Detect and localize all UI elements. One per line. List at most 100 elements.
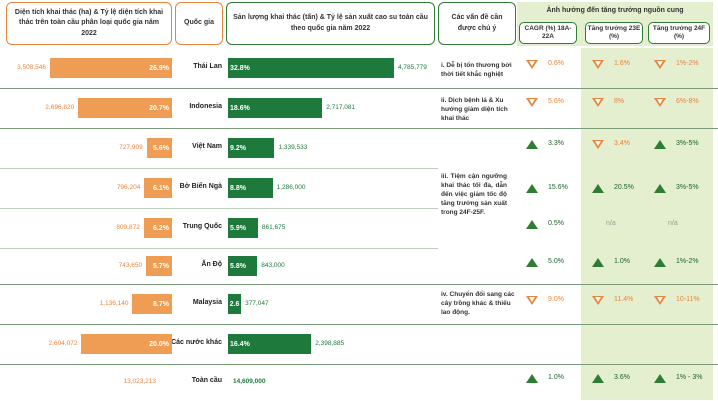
g24-header: Tăng trưởng 24F (%) <box>648 22 710 44</box>
impact-value: 1%-2% <box>676 60 699 67</box>
g24-header-text: Tăng trưởng 24F (%) <box>652 24 706 40</box>
arrow-up-icon <box>526 184 538 193</box>
g23-header-text: Tăng trưởng 23E (%) <box>587 24 641 40</box>
arrow-down-icon <box>654 98 666 107</box>
country-label: Toàn cầu <box>191 377 222 384</box>
arrow-up-icon <box>526 220 538 229</box>
arrow-down-icon <box>592 98 604 107</box>
arrow-down-icon <box>526 60 538 69</box>
arrow-down-icon <box>654 296 666 305</box>
impact-value: 6%-8% <box>676 98 699 105</box>
production-header: Sản lượng khai thác (tấn) & Tỷ lệ sản xu… <box>226 2 435 45</box>
country-label: Việt Nam <box>192 143 222 150</box>
production-bar: 9.2% <box>228 138 275 158</box>
area-value-label: 809,872 <box>116 224 140 231</box>
issues-header-text: Các vấn đề cần được chú ý <box>451 14 503 32</box>
impact-value: 3.6% <box>614 374 630 381</box>
arrow-down-icon <box>526 296 538 305</box>
arrow-up-icon <box>592 258 604 267</box>
area-bar: 20.0% <box>81 334 172 354</box>
issue-1: i. Dễ bị tổn thương bởi thời tiết khắc n… <box>441 62 512 79</box>
country-header-text: Quốc gia <box>184 19 214 27</box>
country-label: Bờ Biển Ngà <box>179 183 222 190</box>
area-header-text: Diện tích khai thác (ha) & Tỷ lệ diện tí… <box>14 9 164 37</box>
production-value-label: 2,398,885 <box>315 340 345 347</box>
row-divider <box>0 324 718 325</box>
area-bar: 6.2% <box>143 218 172 238</box>
production-bar: 16.4% <box>228 334 312 354</box>
impact-value: 1%-2% <box>676 258 699 265</box>
production-value-label: 2,717,081 <box>326 104 356 111</box>
arrow-up-icon <box>526 140 538 149</box>
impact-value: 9.0% <box>548 296 564 303</box>
impact-value: 10-11% <box>676 296 700 303</box>
area-bar: 5.7% <box>146 256 172 276</box>
arrow-up-icon <box>592 184 604 193</box>
impact-value: 1.6% <box>614 60 630 67</box>
impact-value: 15.6% <box>548 184 568 191</box>
area-value-label: 1,136,140 <box>99 300 129 307</box>
impact-value: 8% <box>614 98 625 105</box>
impact-value: 3.4% <box>614 140 630 147</box>
impact-value: 1% - 3% <box>676 374 703 381</box>
arrow-down-icon <box>592 140 604 149</box>
area-value-label: 13,023,213 <box>123 378 156 385</box>
area-value-label: 727,909 <box>119 144 143 151</box>
production-value-label: 843,000 <box>261 262 285 269</box>
g23-header: Tăng trưởng 23E (%) <box>585 22 643 44</box>
production-value-label: 1,339,533 <box>278 144 308 151</box>
arrow-up-icon <box>654 184 666 193</box>
area-bar: 20.7% <box>78 98 172 118</box>
arrow-down-icon <box>592 296 604 305</box>
production-value-label: 1,286,000 <box>276 184 306 191</box>
impact-value: 3%-5% <box>676 140 699 147</box>
country-label: Thái Lan <box>193 63 222 70</box>
row-divider <box>0 284 718 285</box>
arrow-up-icon <box>654 374 666 383</box>
production-header-text: Sản lượng khai thác (tấn) & Tỷ lệ sản xu… <box>233 14 428 32</box>
arrow-down-icon <box>526 98 538 107</box>
cagr-header-text: CAGR (%) 18A-22A <box>524 24 572 40</box>
arrow-up-icon <box>654 140 666 149</box>
impact-value: 3%-5% <box>676 184 699 191</box>
arrow-down-icon <box>654 60 666 69</box>
row-divider <box>0 248 438 249</box>
impact-value: 1.0% <box>614 258 630 265</box>
country-header: Quốc gia <box>175 2 223 45</box>
impact-value: 3.3% <box>548 140 564 147</box>
area-bar: 8.7% <box>132 294 172 314</box>
issues-header: Các vấn đề cần được chú ý <box>438 2 516 45</box>
impact-value: 20.5% <box>614 184 634 191</box>
impact-value: n/a <box>606 220 616 227</box>
production-bar: 5.8% <box>228 256 258 276</box>
country-label: Trung Quốc <box>182 223 222 230</box>
country-label: Indonesia <box>189 103 222 110</box>
area-bar: 5.6% <box>146 138 172 158</box>
row-divider <box>0 128 718 129</box>
area-bar: 26.9% <box>50 58 172 78</box>
impact-value: 0.5% <box>548 220 564 227</box>
production-value-label: 377,047 <box>245 300 269 307</box>
row-divider <box>0 168 438 169</box>
production-bar: 2.6 <box>228 294 242 314</box>
country-label: Ấn Độ <box>201 261 222 268</box>
impact-value: 1.0% <box>548 374 564 381</box>
arrow-up-icon <box>654 258 666 267</box>
row-divider <box>0 88 718 89</box>
area-header: Diện tích khai thác (ha) & Tỷ lệ diện tí… <box>6 2 172 45</box>
cagr-header: CAGR (%) 18A-22A <box>519 22 577 44</box>
production-bar: 18.6% <box>228 98 323 118</box>
area-value-label: 796,204 <box>116 184 141 191</box>
arrow-up-icon <box>592 374 604 383</box>
country-label: Malaysia <box>192 299 222 306</box>
production-value-label: 861,675 <box>261 224 286 231</box>
impact-header-text: Ảnh hưởng đến tăng trưởng nguồn cung <box>546 7 684 14</box>
arrow-down-icon <box>592 60 604 69</box>
arrow-up-icon <box>526 258 538 267</box>
issue-3: iii. Tiệm cận ngưỡng khai thác tối đa, d… <box>441 173 507 217</box>
impact-value: 5.0% <box>548 258 564 265</box>
issue-4: iv. Chuyển đổi sang các cây trồng khác &… <box>441 291 515 317</box>
row-divider <box>0 208 438 209</box>
area-bar: 6.1% <box>144 178 172 198</box>
area-value-label: 743,650 <box>118 262 143 269</box>
